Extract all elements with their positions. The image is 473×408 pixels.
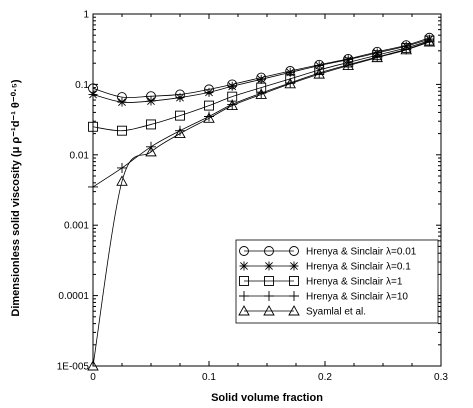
legend-label: Hrenya & Sinclair λ=0.1 xyxy=(306,262,411,273)
data-point-plus xyxy=(88,181,98,192)
data-point-triangle xyxy=(145,145,157,157)
data-point-square xyxy=(175,110,185,121)
legend-label: Hrenya & Sinclair λ=0.01 xyxy=(306,247,417,258)
y-tick-label: 1E-005 xyxy=(57,362,90,373)
data-point-plus xyxy=(401,44,412,55)
legend-marker-triangle xyxy=(263,305,275,316)
legend-marker-star xyxy=(289,261,299,271)
legend-marker-plus xyxy=(239,291,249,301)
legend-marker-square xyxy=(264,276,274,286)
data-point-square xyxy=(146,119,156,130)
data-point-triangle xyxy=(87,360,99,371)
data-point-star xyxy=(204,87,214,97)
series-triangle xyxy=(87,36,436,371)
data-point-triangle xyxy=(371,51,383,63)
x-tick-label: 0.3 xyxy=(434,372,448,383)
legend-marker-plus xyxy=(264,291,274,301)
data-point-star xyxy=(227,81,237,91)
legend-marker-circle xyxy=(264,246,274,256)
data-point-square xyxy=(88,121,98,132)
legend-marker-star xyxy=(264,261,274,271)
legend-marker-plus xyxy=(289,291,299,301)
data-point-star xyxy=(256,74,266,84)
data-point-triangle xyxy=(284,77,296,89)
y-tick-label: 0.001 xyxy=(64,221,89,232)
x-axis-label: Solid volume fraction xyxy=(211,392,323,404)
data-point-star xyxy=(146,96,156,106)
data-point-square xyxy=(117,125,127,136)
y-tick-label: 0.01 xyxy=(70,150,90,161)
y-tick-label: 0.0001 xyxy=(58,291,89,302)
legend-marker-circle xyxy=(239,246,249,256)
data-point-triangle xyxy=(174,127,186,139)
data-point-plus xyxy=(117,162,127,173)
series-plus xyxy=(88,36,435,192)
y-tick-label: 1 xyxy=(83,10,89,21)
data-point-square xyxy=(204,100,214,111)
legend-marker-triangle xyxy=(238,305,250,316)
data-point-triangle xyxy=(423,36,436,47)
legend-label: Hrenya & Sinclair λ=1 xyxy=(306,277,403,288)
series-square xyxy=(88,35,435,136)
data-point-triangle xyxy=(226,99,238,111)
data-point-triangle xyxy=(342,59,354,71)
y-axis-label: Dimensionless solid viscosity (μ ρ⁻¹d⁻¹ … xyxy=(10,79,22,317)
legend-label: Hrenya & Sinclair λ=10 xyxy=(306,292,408,303)
data-point-star xyxy=(175,93,185,103)
legend-marker-square xyxy=(289,276,299,286)
series-line xyxy=(92,40,430,188)
data-point-star xyxy=(117,97,127,107)
x-tick-label: 0.2 xyxy=(318,372,332,383)
data-point-triangle xyxy=(116,175,128,186)
data-point-triangle xyxy=(203,112,215,123)
legend-marker-triangle xyxy=(288,305,300,316)
legend-label: Syamlal et al. xyxy=(306,307,366,318)
legend-marker-star xyxy=(239,261,249,271)
x-tick-label: 0.1 xyxy=(202,372,216,383)
data-point-triangle xyxy=(313,68,325,79)
data-point-triangle xyxy=(400,43,412,55)
data-point-star xyxy=(88,89,98,99)
y-tick-label: 0.1 xyxy=(75,80,89,91)
legend-marker-square xyxy=(239,276,249,286)
data-point-star xyxy=(285,67,295,77)
data-point-star xyxy=(343,55,353,65)
data-point-triangle xyxy=(255,88,267,99)
legend-box xyxy=(235,239,439,324)
series-line xyxy=(92,41,430,367)
legend-marker-circle xyxy=(289,246,299,256)
x-tick-label: 0 xyxy=(90,372,96,383)
